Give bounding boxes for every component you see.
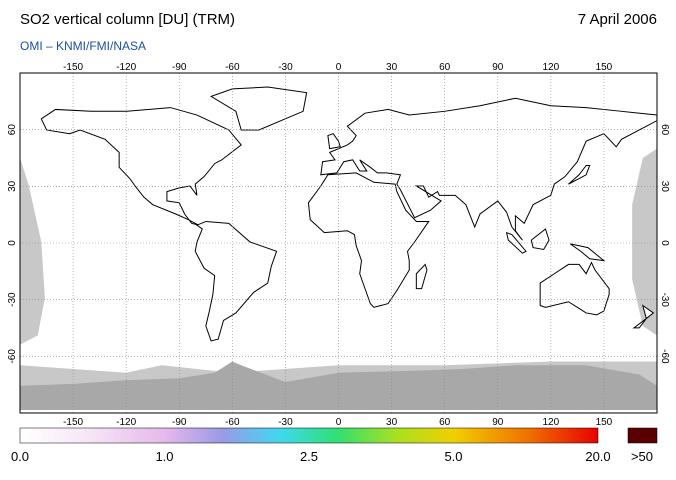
madagascar xyxy=(416,264,427,288)
lat-tick-label-right: 0 xyxy=(659,240,670,246)
colorbar-label: 0.0 xyxy=(11,449,29,464)
lon-tick-label-top: 30 xyxy=(386,62,398,73)
lon-tick-label-top: -120 xyxy=(116,62,136,73)
lat-tick-label-right: 30 xyxy=(659,181,670,193)
australia xyxy=(540,263,609,315)
colorbar-overflow xyxy=(627,427,658,444)
map-frame xyxy=(19,72,658,414)
new-guinea xyxy=(570,244,604,261)
lon-tick-label-bottom: -120 xyxy=(116,417,136,428)
new-zealand xyxy=(634,305,653,327)
title: SO2 vertical column [DU] (TRM) xyxy=(20,11,235,28)
lon-tick-label-bottom: 30 xyxy=(386,417,398,428)
lon-tick-label-top: -60 xyxy=(225,62,240,73)
colorbar-label: 5.0 xyxy=(444,449,462,464)
lon-tick-label-bottom: -150 xyxy=(63,417,83,428)
lon-tick-label-bottom: 0 xyxy=(336,417,342,428)
lon-tick-label-top: 120 xyxy=(542,62,559,73)
lon-tick-label-top: 90 xyxy=(492,62,504,73)
borneo xyxy=(531,229,549,250)
lat-tick-label-left: 30 xyxy=(7,180,18,192)
graticule xyxy=(20,73,657,413)
colorbar xyxy=(19,427,599,444)
lat-tick-label-left: -60 xyxy=(7,349,18,364)
lat-tick-label-right: -30 xyxy=(659,292,670,307)
colorbar-label: 2.5 xyxy=(300,449,318,464)
lon-tick-label-bottom: 90 xyxy=(492,417,504,428)
south-america xyxy=(195,221,276,340)
lat-tick-label-right: 60 xyxy=(659,124,670,136)
lon-tick-label-bottom: 120 xyxy=(542,417,559,428)
lat-tick-label-left: 60 xyxy=(7,124,18,136)
lon-tick-label-bottom: -60 xyxy=(225,417,240,428)
lon-tick-label-top: -30 xyxy=(278,62,293,73)
north-america xyxy=(41,108,241,226)
lon-tick-label-top: 0 xyxy=(336,62,342,73)
colorbar-label: 20.0 xyxy=(585,449,610,464)
lon-tick-label-bottom: -90 xyxy=(172,417,187,428)
lon-tick-label-bottom: -30 xyxy=(278,417,293,428)
colorbar-overflow-label: >50 xyxy=(631,449,653,464)
japan xyxy=(568,165,589,184)
eurasia xyxy=(321,98,657,240)
lon-tick-label-top: 150 xyxy=(596,62,613,73)
lat-tick-label-right: -60 xyxy=(659,349,670,364)
lon-tick-label-top: -150 xyxy=(63,62,83,73)
no-data-region xyxy=(632,148,657,336)
date: 7 April 2006 xyxy=(578,11,657,28)
colorbar-label: 1.0 xyxy=(155,449,173,464)
source: OMI – KNMI/FMI/NASA xyxy=(20,39,146,53)
africa xyxy=(308,173,428,307)
no-data-region xyxy=(20,157,45,345)
greenland xyxy=(211,87,307,130)
lon-tick-label-top: -90 xyxy=(172,62,187,73)
lon-tick-label-top: 60 xyxy=(439,62,451,73)
lat-tick-label-left: -30 xyxy=(7,292,18,307)
map-area xyxy=(20,73,657,413)
sumatra xyxy=(507,233,526,254)
lon-tick-label-bottom: 60 xyxy=(439,417,451,428)
lat-tick-label-left: 0 xyxy=(7,240,18,246)
great-britain xyxy=(328,134,340,149)
lon-tick-label-bottom: 150 xyxy=(596,417,613,428)
